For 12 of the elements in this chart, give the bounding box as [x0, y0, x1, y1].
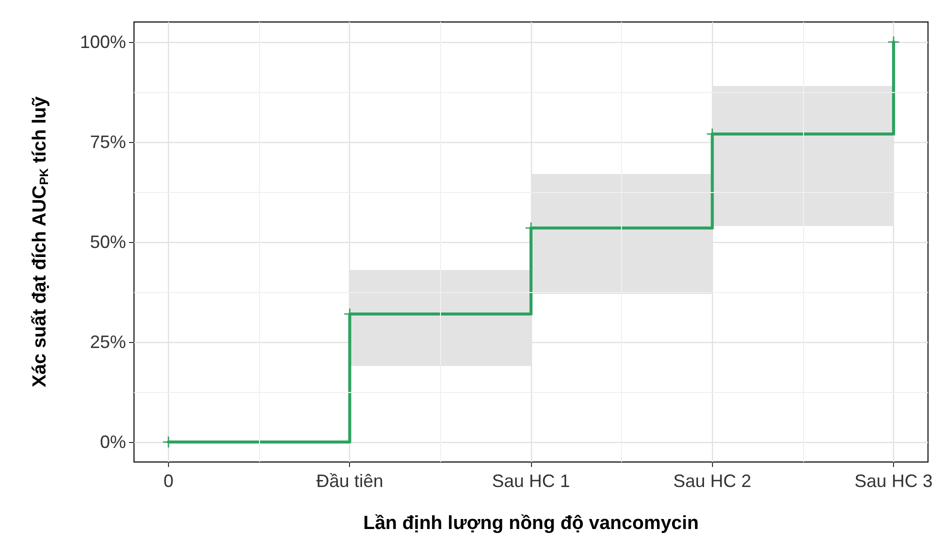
y-tick-label: 25%: [90, 332, 126, 352]
x-tick-label: 0: [163, 471, 174, 491]
y-tick-label: 50%: [90, 232, 126, 252]
x-axis-title: Lần định lượng nồng độ vancomycin: [363, 513, 699, 534]
y-tick-label: 75%: [90, 132, 126, 152]
x-tick-label: Đầu tiên: [316, 471, 384, 491]
y-tick-label: 100%: [80, 32, 126, 52]
x-tick-label: Sau HC 1: [492, 471, 570, 491]
y-tick-label: 0%: [100, 432, 126, 452]
y-axis-title: Xác suất đạt đích AUCPK tích luỹ: [30, 96, 51, 388]
x-tick-label: Sau HC 3: [854, 471, 933, 491]
x-tick-label: Sau HC 2: [673, 471, 752, 491]
